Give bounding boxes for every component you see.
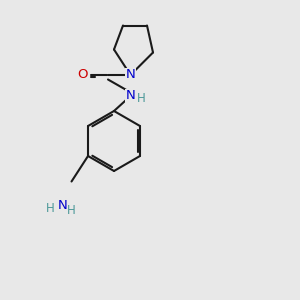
Text: H: H xyxy=(46,202,55,215)
Text: H: H xyxy=(67,203,76,217)
Text: O: O xyxy=(77,68,88,82)
Text: N: N xyxy=(126,89,135,103)
Text: N: N xyxy=(126,68,135,82)
Text: N: N xyxy=(58,199,68,212)
Text: H: H xyxy=(136,92,146,105)
